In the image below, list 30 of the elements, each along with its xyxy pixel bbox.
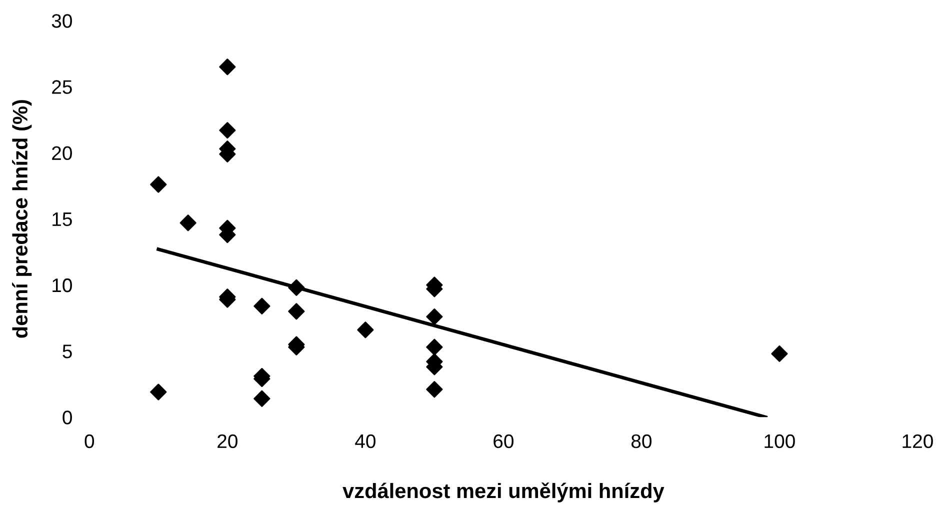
point [771,345,788,362]
point [150,176,167,193]
point [180,214,196,232]
x-tick-label: 60 [494,434,514,448]
y-tick-label: 25 [52,80,72,94]
x-tick-label: 20 [218,434,238,448]
y-tick-label: 0 [62,410,72,424]
x-tick-label: 40 [355,434,376,448]
point [150,384,167,400]
y-tick-label: 20 [52,146,72,160]
point [426,381,443,398]
x-tick-label: 80 [631,434,652,448]
point [357,322,374,338]
y-tick-label: 30 [52,14,72,28]
x-tick-label: 100 [764,434,795,448]
x-axis-title: vzdálenost mezi umělými hnízdy [342,482,664,502]
point [288,279,305,296]
y-tick-label: 5 [62,344,72,358]
point [219,58,236,76]
point [254,390,270,407]
point [426,338,443,356]
y-tick-label: 10 [52,278,72,292]
x-tick-label: 120 [902,434,933,448]
point [426,308,443,325]
point [219,122,236,139]
x-tick-label: 0 [84,434,94,448]
point [254,298,270,314]
y-tick-label: 15 [52,212,72,226]
point [288,303,305,320]
y-axis-title: denní predace hnízd (%) [12,100,32,338]
